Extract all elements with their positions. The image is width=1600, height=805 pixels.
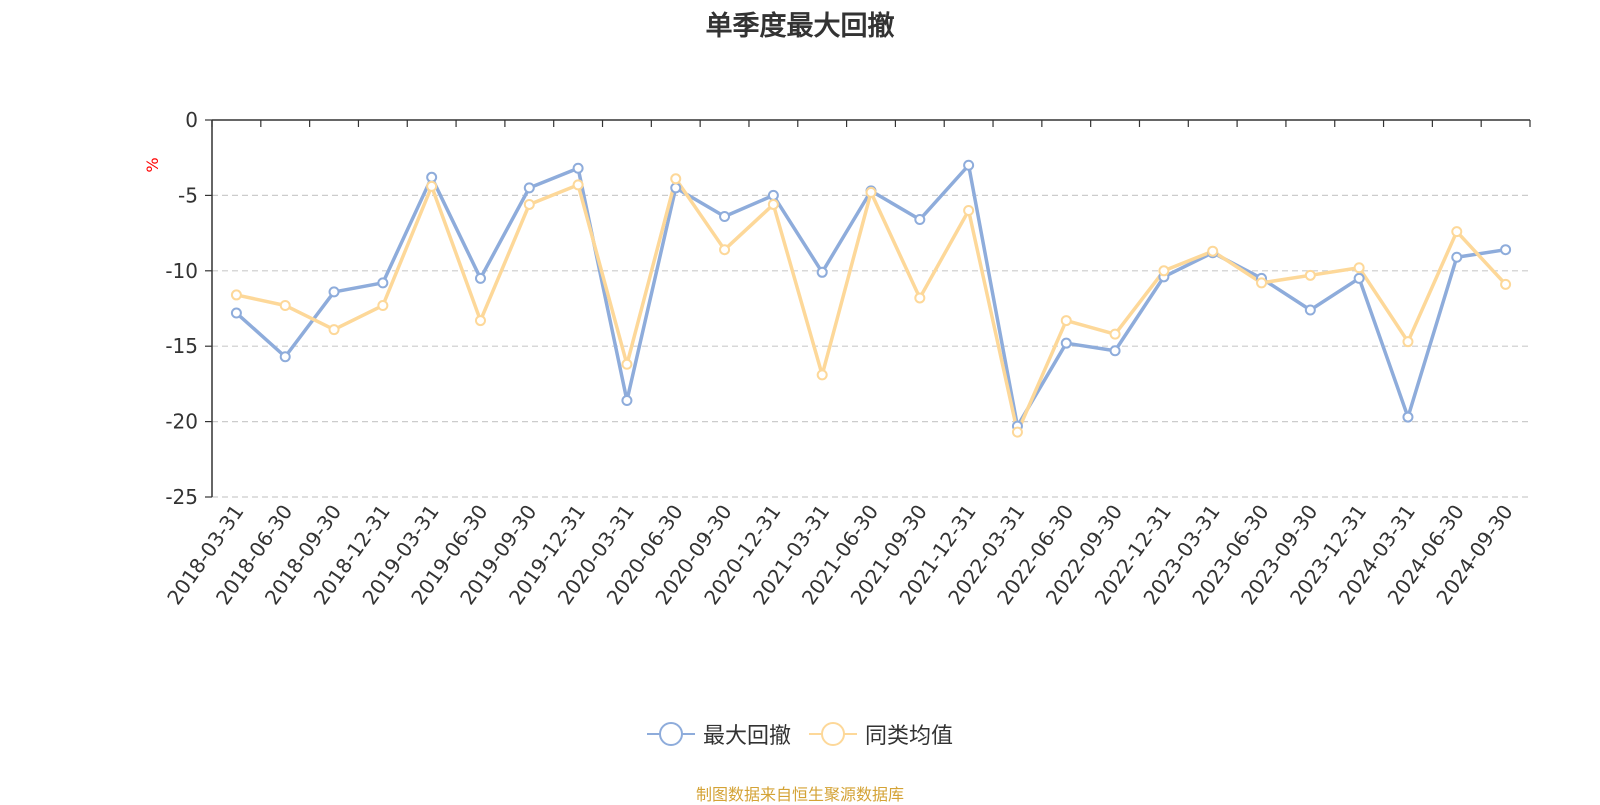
- y-tick-label: -25: [165, 485, 198, 509]
- data-point-0[interactable]: [914, 214, 926, 226]
- data-point-1[interactable]: [1158, 265, 1170, 277]
- legend-label: 最大回撤: [702, 724, 791, 749]
- data-point-1[interactable]: [1353, 262, 1365, 274]
- data-point-0[interactable]: [572, 162, 584, 174]
- data-point-0[interactable]: [963, 159, 975, 171]
- data-source-note: 制图数据来自恒生聚源数据库: [695, 785, 904, 804]
- data-point-0[interactable]: [523, 182, 535, 194]
- data-point-1[interactable]: [1402, 336, 1414, 348]
- data-point-1[interactable]: [377, 299, 389, 311]
- data-point-0[interactable]: [767, 189, 779, 201]
- data-point-0[interactable]: [670, 182, 682, 194]
- data-point-0[interactable]: [279, 351, 291, 363]
- data-point-1[interactable]: [230, 289, 242, 301]
- data-point-0[interactable]: [621, 394, 633, 406]
- data-point-1[interactable]: [1304, 269, 1316, 281]
- data-point-1[interactable]: [279, 299, 291, 311]
- legend: 最大回撤 同类均值: [0, 718, 1600, 750]
- data-point-1[interactable]: [963, 204, 975, 216]
- data-point-0[interactable]: [1402, 411, 1414, 423]
- data-point-1[interactable]: [621, 358, 633, 370]
- data-point-1[interactable]: [426, 180, 438, 192]
- data-point-1[interactable]: [865, 186, 877, 198]
- series-layer: [230, 159, 1512, 438]
- data-point-1[interactable]: [1060, 315, 1072, 327]
- data-point-1[interactable]: [328, 324, 340, 336]
- data-point-1[interactable]: [523, 198, 535, 210]
- y-tick-label: 0: [185, 108, 198, 132]
- data-point-0[interactable]: [230, 307, 242, 319]
- data-point-0[interactable]: [377, 277, 389, 289]
- y-tick-label: -10: [165, 259, 198, 283]
- data-point-1[interactable]: [1500, 278, 1512, 290]
- data-point-0[interactable]: [1060, 337, 1072, 349]
- data-point-1[interactable]: [816, 369, 828, 381]
- data-point-1[interactable]: [719, 244, 731, 256]
- data-point-0[interactable]: [1109, 345, 1121, 357]
- data-point-0[interactable]: [719, 211, 731, 223]
- legend-marker-icon: [809, 721, 857, 747]
- series-line-0: [235, 163, 1506, 428]
- y-axis-unit-label: %: [143, 157, 162, 172]
- data-point-0[interactable]: [1451, 251, 1463, 263]
- data-point-1[interactable]: [914, 292, 926, 304]
- data-point-0[interactable]: [328, 286, 340, 298]
- data-point-0[interactable]: [474, 272, 486, 284]
- y-tick-label: -5: [178, 183, 198, 207]
- data-point-1[interactable]: [1109, 328, 1121, 340]
- data-point-0[interactable]: [426, 171, 438, 183]
- legend-item-peer-average[interactable]: 同类均值: [809, 718, 953, 750]
- data-point-1[interactable]: [1256, 277, 1268, 289]
- legend-marker-icon: [646, 721, 695, 747]
- y-tick-label: -15: [165, 334, 198, 358]
- axis-layer: 0-5-10-15-20-252018-03-312018-06-302018-…: [162, 108, 1531, 609]
- data-point-1[interactable]: [572, 179, 584, 191]
- data-point-1[interactable]: [1011, 426, 1023, 438]
- legend-label: 同类均值: [865, 724, 954, 749]
- data-point-1[interactable]: [474, 315, 486, 327]
- data-point-1[interactable]: [767, 198, 779, 210]
- data-point-1[interactable]: [1451, 226, 1463, 238]
- chart-title: 单季度最大回撤: [705, 11, 895, 42]
- legend-item-max-drawdown[interactable]: 最大回撤: [646, 718, 791, 750]
- data-point-1[interactable]: [1207, 245, 1219, 257]
- y-tick-label: -20: [165, 410, 198, 434]
- data-point-0[interactable]: [816, 266, 828, 278]
- data-point-0[interactable]: [1353, 272, 1365, 284]
- data-point-0[interactable]: [1500, 244, 1512, 256]
- data-point-0[interactable]: [1304, 304, 1316, 316]
- data-point-1[interactable]: [670, 173, 682, 185]
